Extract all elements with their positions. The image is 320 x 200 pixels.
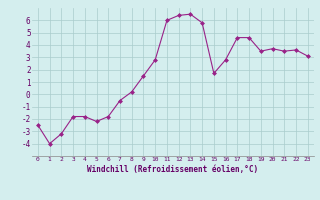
X-axis label: Windchill (Refroidissement éolien,°C): Windchill (Refroidissement éolien,°C) — [87, 165, 258, 174]
